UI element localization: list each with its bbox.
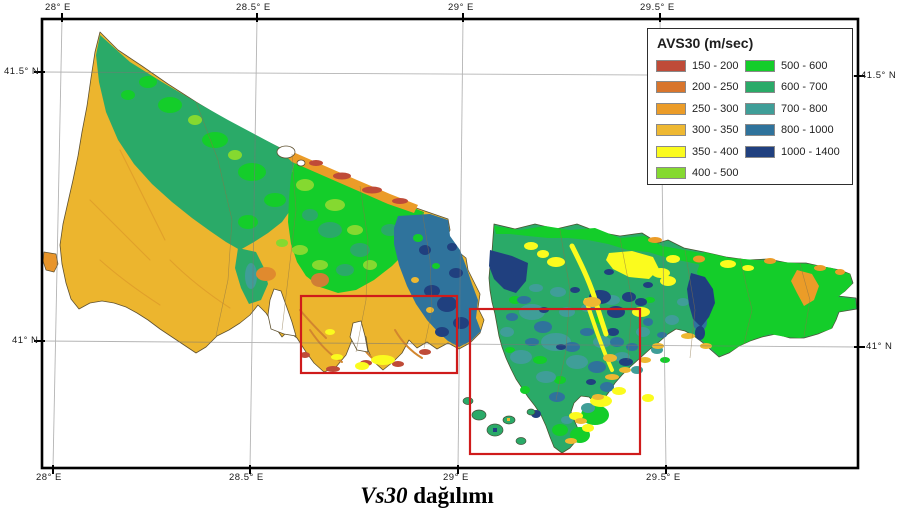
legend-range-label: 1000 - 1400 (781, 146, 840, 158)
legend-range-label: 500 - 600 (781, 60, 828, 72)
axis-label-top-28-5e: 28.5° E (236, 2, 271, 13)
axis-label-bottom-29-5e: 29.5° E (646, 472, 681, 483)
legend-range-label: 200 - 250 (692, 81, 739, 93)
legend-swatch (656, 167, 686, 179)
legend-range-label: 350 - 400 (692, 146, 739, 158)
european-color-regions (89, 35, 481, 372)
legend-range-label: 700 - 800 (781, 103, 828, 115)
axis-label-top-28e: 28° E (45, 2, 71, 13)
legend-swatch (745, 146, 775, 158)
legend-range-label: 150 - 200 (692, 60, 739, 72)
legend-swatch (745, 103, 775, 115)
axis-label-bottom-29e: 29° E (443, 472, 469, 483)
legend-swatch (745, 81, 775, 93)
axis-label-top-29-5e: 29.5° E (640, 2, 675, 13)
caption-dagilimi: dağılımı (407, 483, 494, 508)
map-caption: Vs30 dağılımı (360, 483, 494, 509)
legend-range-label: 800 - 1000 (781, 124, 834, 136)
axis-label-right-41-5n: 41.5° N (861, 70, 897, 81)
axis-label-top-29e: 29° E (448, 2, 474, 13)
caption-vs30: Vs30 (360, 483, 408, 508)
legend-swatch (656, 81, 686, 93)
islands (462, 397, 536, 445)
legend-range-label: 600 - 700 (781, 81, 828, 93)
axis-label-left-41n: 41° N (12, 335, 39, 346)
axis-label-bottom-28e: 28° E (36, 472, 62, 483)
district-boundaries (195, 101, 811, 401)
legend-range-label: 300 - 350 (692, 124, 739, 136)
legend-swatch (745, 60, 775, 72)
legend-swatch (656, 103, 686, 115)
legend-swatch (745, 124, 775, 136)
study-area-box-west (299, 294, 459, 375)
legend-range-label: 400 - 500 (692, 167, 739, 179)
legend-swatch (656, 124, 686, 136)
legend-title: AVS30 (m/sec) (657, 35, 754, 51)
axis-label-bottom-28-5e: 28.5° E (229, 472, 264, 483)
legend-range-label: 250 - 300 (692, 103, 739, 115)
axis-label-left-41-5n: 41.5° N (4, 66, 40, 77)
axis-label-right-41n: 41° N (866, 341, 893, 352)
legend-box: AVS30 (m/sec) 150 - 200 200 - 250 250 - … (647, 28, 853, 185)
tick-marks (34, 13, 865, 474)
legend-swatch (656, 146, 686, 158)
map-frame (40, 17, 860, 470)
legend-swatch (656, 60, 686, 72)
study-area-box-east (468, 307, 642, 456)
